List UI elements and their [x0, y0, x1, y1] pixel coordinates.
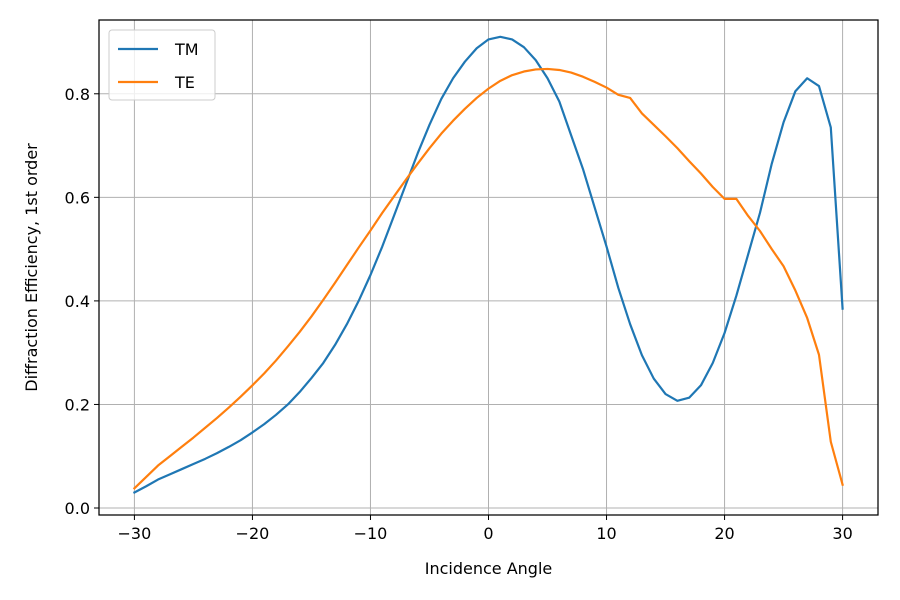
legend: TM TE [108, 29, 216, 101]
y-axis-label: Diffraction Efficiency, 1st order [22, 143, 41, 392]
x-tick-label: 0 [483, 524, 493, 543]
y-tick-label: 0.8 [65, 85, 90, 104]
grid [99, 20, 878, 515]
legend-box [108, 29, 216, 101]
x-tick-label: −10 [354, 524, 388, 543]
x-tick-label: −20 [236, 524, 270, 543]
ticks: −30 −20 −10 0 10 20 30 0.0 0.2 0.4 0.6 0.8 [65, 85, 853, 543]
series-line-tm [132, 35, 844, 494]
y-tick-label: 0.2 [65, 395, 90, 414]
y-tick-label: 0.4 [65, 292, 90, 311]
x-tick-label: 30 [832, 524, 852, 543]
x-tick-label: 20 [714, 524, 734, 543]
y-tick-label: 0.0 [65, 499, 90, 518]
series-line-te [132, 67, 844, 490]
x-tick-label: −30 [118, 524, 152, 543]
y-tick-label: 0.6 [65, 188, 90, 207]
x-tick-label: 10 [596, 524, 616, 543]
x-axis-label: Incidence Angle [425, 559, 553, 578]
series-lines [132, 35, 844, 494]
legend-label-te: TE [174, 73, 195, 92]
legend-label-tm: TM [174, 40, 199, 59]
